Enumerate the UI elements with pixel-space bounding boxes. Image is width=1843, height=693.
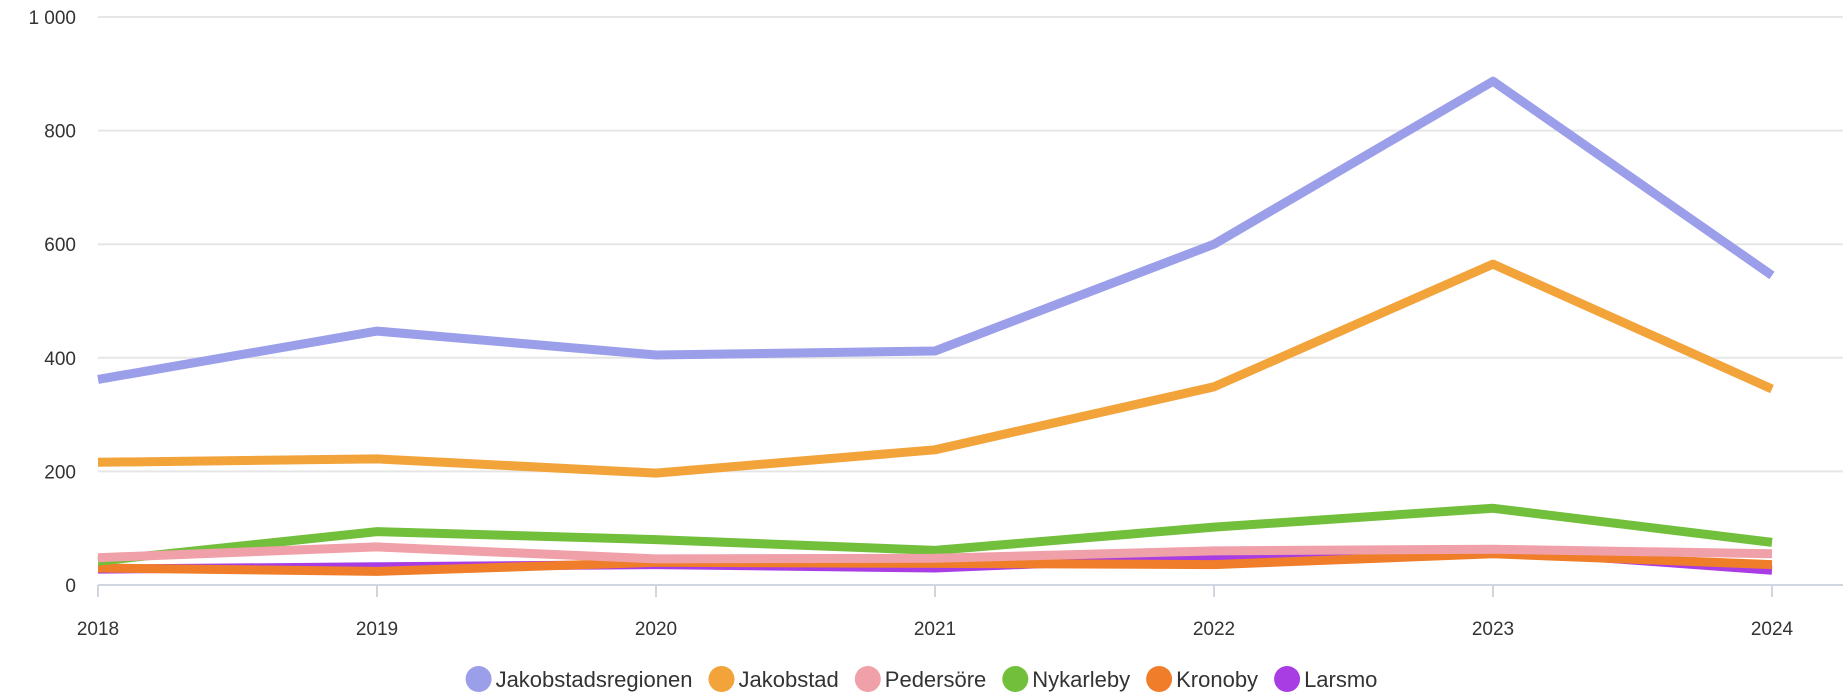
legend-label: Jakobstad bbox=[738, 667, 838, 692]
legend-label: Kronoby bbox=[1176, 667, 1258, 692]
x-tick-label: 2018 bbox=[77, 619, 119, 640]
y-tick-label: 0 bbox=[65, 576, 76, 597]
y-tick-label: 600 bbox=[44, 235, 76, 256]
legend-marker bbox=[1146, 666, 1173, 692]
x-tick-label: 2023 bbox=[1472, 619, 1514, 640]
legend-item[interactable]: Pedersöre bbox=[854, 666, 987, 692]
legend-item[interactable]: Nykarleby bbox=[1002, 666, 1130, 692]
legend-label: Pedersöre bbox=[885, 667, 987, 692]
series-line-kronoby[interactable] bbox=[97, 549, 1773, 576]
series-line-nykarleby[interactable] bbox=[97, 503, 1773, 566]
legend-item[interactable]: Jakobstadsregionen bbox=[465, 666, 693, 692]
series-line-jakobstadsregionen[interactable] bbox=[97, 76, 1775, 384]
legend-marker bbox=[708, 666, 735, 692]
y-tick-label: 800 bbox=[44, 122, 76, 143]
y-tick-label: 1 000 bbox=[28, 8, 76, 29]
x-tick-label: 2020 bbox=[635, 619, 677, 640]
legend: Jakobstadsregionen Jakobstad Pedersöre Nyka… bbox=[465, 666, 1377, 692]
x-tick-label: 2022 bbox=[1193, 619, 1235, 640]
series-line-pedersöre[interactable] bbox=[97, 542, 1773, 564]
x-axis: 2018 2019 2020 2021 2022 2023 2024 bbox=[77, 584, 1843, 640]
legend-marker bbox=[1274, 666, 1301, 692]
legend-marker bbox=[854, 666, 881, 692]
y-tick-label: 200 bbox=[44, 462, 76, 483]
legend-item[interactable]: Kronoby bbox=[1146, 666, 1258, 692]
series-line-jakobstad[interactable] bbox=[97, 259, 1774, 478]
legend-label: Larsmo bbox=[1304, 667, 1377, 692]
legend-item[interactable]: Larsmo bbox=[1274, 666, 1377, 692]
series-lines bbox=[97, 76, 1775, 576]
x-tick-label: 2024 bbox=[1751, 619, 1794, 640]
legend-item[interactable]: Jakobstad bbox=[708, 666, 839, 692]
legend-marker bbox=[465, 666, 492, 692]
legend-label: Nykarleby bbox=[1032, 667, 1130, 692]
grid-lines bbox=[98, 16, 1843, 473]
y-tick-label: 400 bbox=[44, 349, 76, 370]
x-tick-label: 2021 bbox=[914, 619, 956, 640]
x-tick-label: 2019 bbox=[356, 619, 398, 640]
legend-label: Jakobstadsregionen bbox=[496, 667, 693, 692]
y-axis-tick-labels: 0 200 400 600 800 1 000 bbox=[28, 8, 76, 597]
legend-marker bbox=[1002, 666, 1029, 692]
